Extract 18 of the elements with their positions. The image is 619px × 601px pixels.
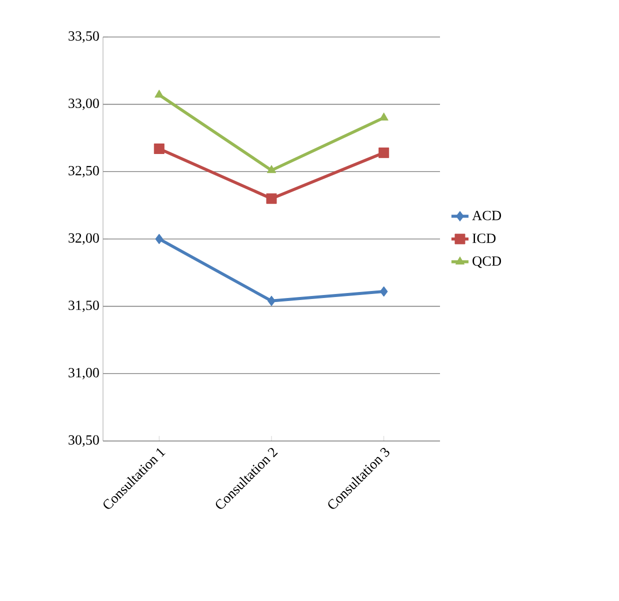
y-tick-label: 30,50	[68, 435, 99, 447]
point	[380, 286, 388, 297]
y-tick-label: 33,50	[68, 31, 99, 43]
legend-label: ICD	[472, 234, 496, 244]
y-tick-label: 31,50	[68, 300, 99, 312]
y-tick-label: 32,00	[68, 233, 99, 245]
point	[378, 148, 390, 158]
point	[266, 193, 277, 204]
y-tick-label: 31,00	[68, 368, 99, 380]
point	[154, 90, 164, 98]
point	[266, 165, 276, 174]
point	[268, 296, 276, 306]
y-tick-label: 32,50	[68, 166, 99, 178]
point	[155, 234, 164, 244]
y-tick-label: 33,00	[68, 98, 99, 110]
legend-label: ACD	[472, 210, 502, 220]
point	[154, 144, 164, 154]
legend-label: QCD	[472, 256, 502, 268]
